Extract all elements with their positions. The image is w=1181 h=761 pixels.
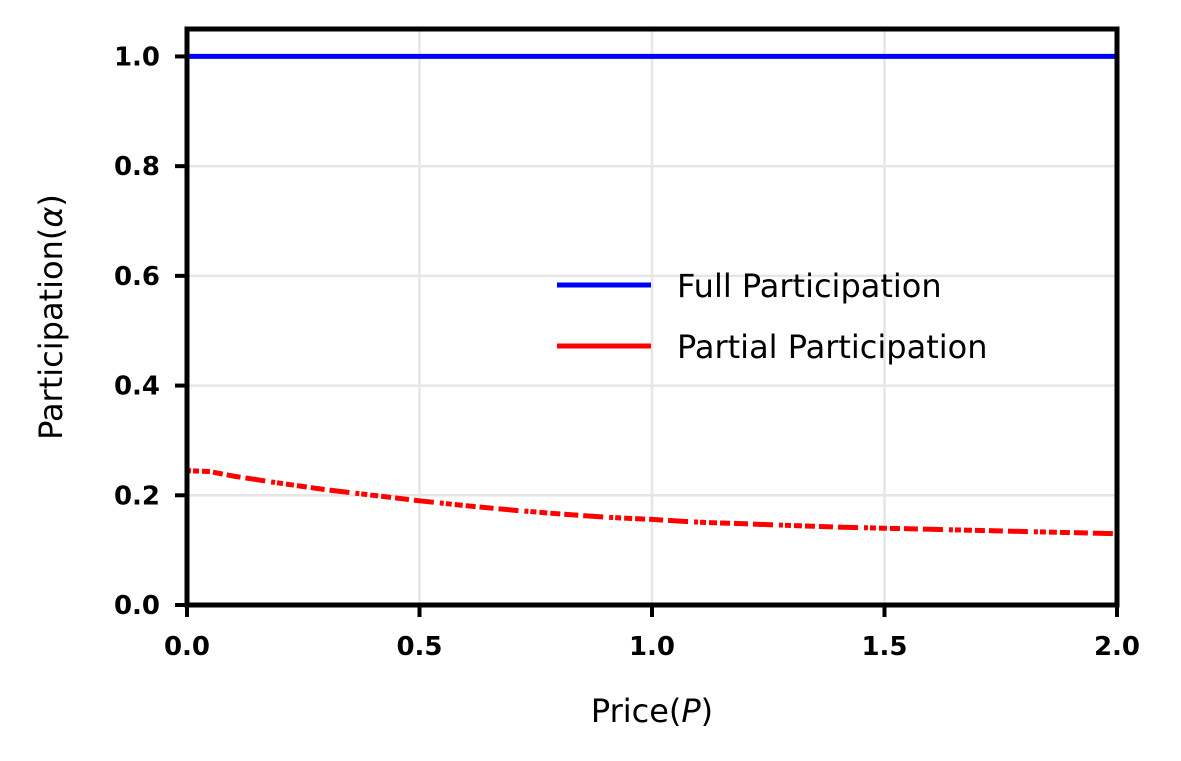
legend-label-full-participation: Full Participation bbox=[677, 267, 942, 305]
y-tick-label: 0.8 bbox=[114, 152, 160, 182]
axis-ticks bbox=[175, 54, 1119, 617]
series-lines bbox=[186, 53, 1118, 537]
x-tick-label: 1.5 bbox=[861, 632, 907, 662]
x-axis-label-variable: P bbox=[681, 692, 701, 730]
y-tick-label: 1.0 bbox=[114, 42, 160, 72]
x-tick-label: 2.0 bbox=[1094, 632, 1140, 662]
y-tick-label: 0.0 bbox=[114, 591, 160, 621]
y-tick-label: 0.4 bbox=[114, 372, 160, 402]
x-tick-labels: 0.0 0.5 1.0 1.5 2.0 bbox=[164, 632, 1140, 662]
y-axis-label: Participation(α) bbox=[32, 194, 70, 440]
y-tick-label: 0.6 bbox=[114, 262, 160, 292]
x-tick-label: 0.0 bbox=[164, 632, 210, 662]
x-axis-label-text: Price( bbox=[591, 692, 682, 730]
y-tick-labels: 0.0 0.2 0.4 0.6 0.8 1.0 bbox=[114, 42, 160, 621]
legend-label-partial-participation: Partial Participation bbox=[677, 328, 988, 366]
x-tick-label: 1.0 bbox=[629, 632, 675, 662]
series-line-partial-participation bbox=[186, 468, 1118, 537]
legend: Full Participation Partial Participation bbox=[557, 267, 988, 366]
y-axis-label-variable: α bbox=[32, 207, 70, 228]
y-axis-label-text: Participation( bbox=[32, 228, 70, 440]
y-axis-label-close: ) bbox=[32, 194, 70, 206]
x-tick-label: 0.5 bbox=[396, 632, 442, 662]
x-axis-label: Price(P) bbox=[591, 692, 713, 730]
y-tick-label: 0.2 bbox=[114, 481, 160, 511]
x-axis-label-close: ) bbox=[701, 692, 713, 730]
